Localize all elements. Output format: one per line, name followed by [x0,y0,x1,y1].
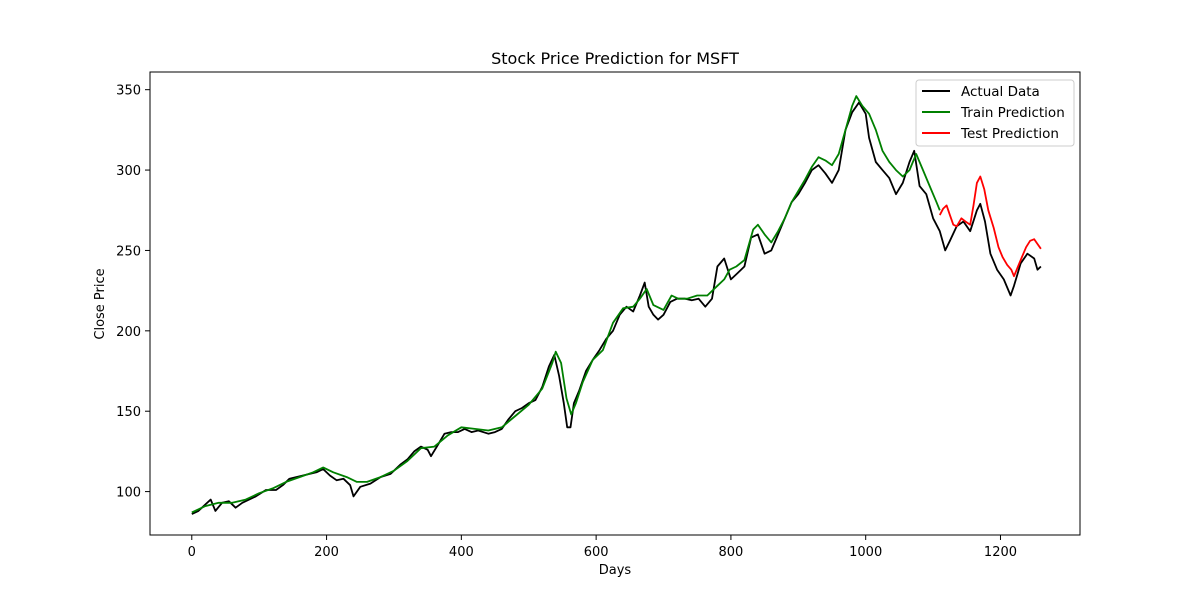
series-line-train-prediction [191,95,941,514]
plot-area [149,71,1081,536]
legend: Actual Data Train Prediction Test Predicti… [915,79,1075,147]
x-tick-label: 600 [584,545,609,560]
y-tick-label: 200 [116,325,141,340]
plot-frame [149,71,1081,536]
x-tick-label: 1000 [849,545,882,560]
x-tick-label: 400 [449,545,474,560]
y-axis: 100 150 200 250 300 350 [116,84,150,501]
x-axis-label: Days [599,563,632,578]
y-tick-label: 150 [116,405,141,420]
x-tick-label: 200 [314,545,339,560]
chart-title: Stock Price Prediction for MSFT [491,49,739,68]
legend-label-test-prediction: Test Prediction [960,126,1059,142]
series-line-actual-data [191,101,1042,515]
x-axis: 0 200 400 600 800 1000 1200 [188,535,1017,560]
x-tick-label: 0 [188,545,196,560]
legend-label-train-prediction: Train Prediction [960,105,1065,121]
y-tick-label: 250 [116,244,141,259]
legend-box [915,79,1075,147]
y-tick-label: 350 [116,84,141,99]
y-tick-label: 300 [116,164,141,179]
x-tick-label: 800 [718,545,743,560]
series-line-test-prediction [939,175,1042,278]
legend-label-actual-data: Actual Data [961,84,1040,100]
y-axis-label: Close Price [93,268,108,339]
series-lines [191,95,1042,515]
y-tick-label: 100 [116,486,141,501]
x-tick-label: 1200 [984,545,1017,560]
